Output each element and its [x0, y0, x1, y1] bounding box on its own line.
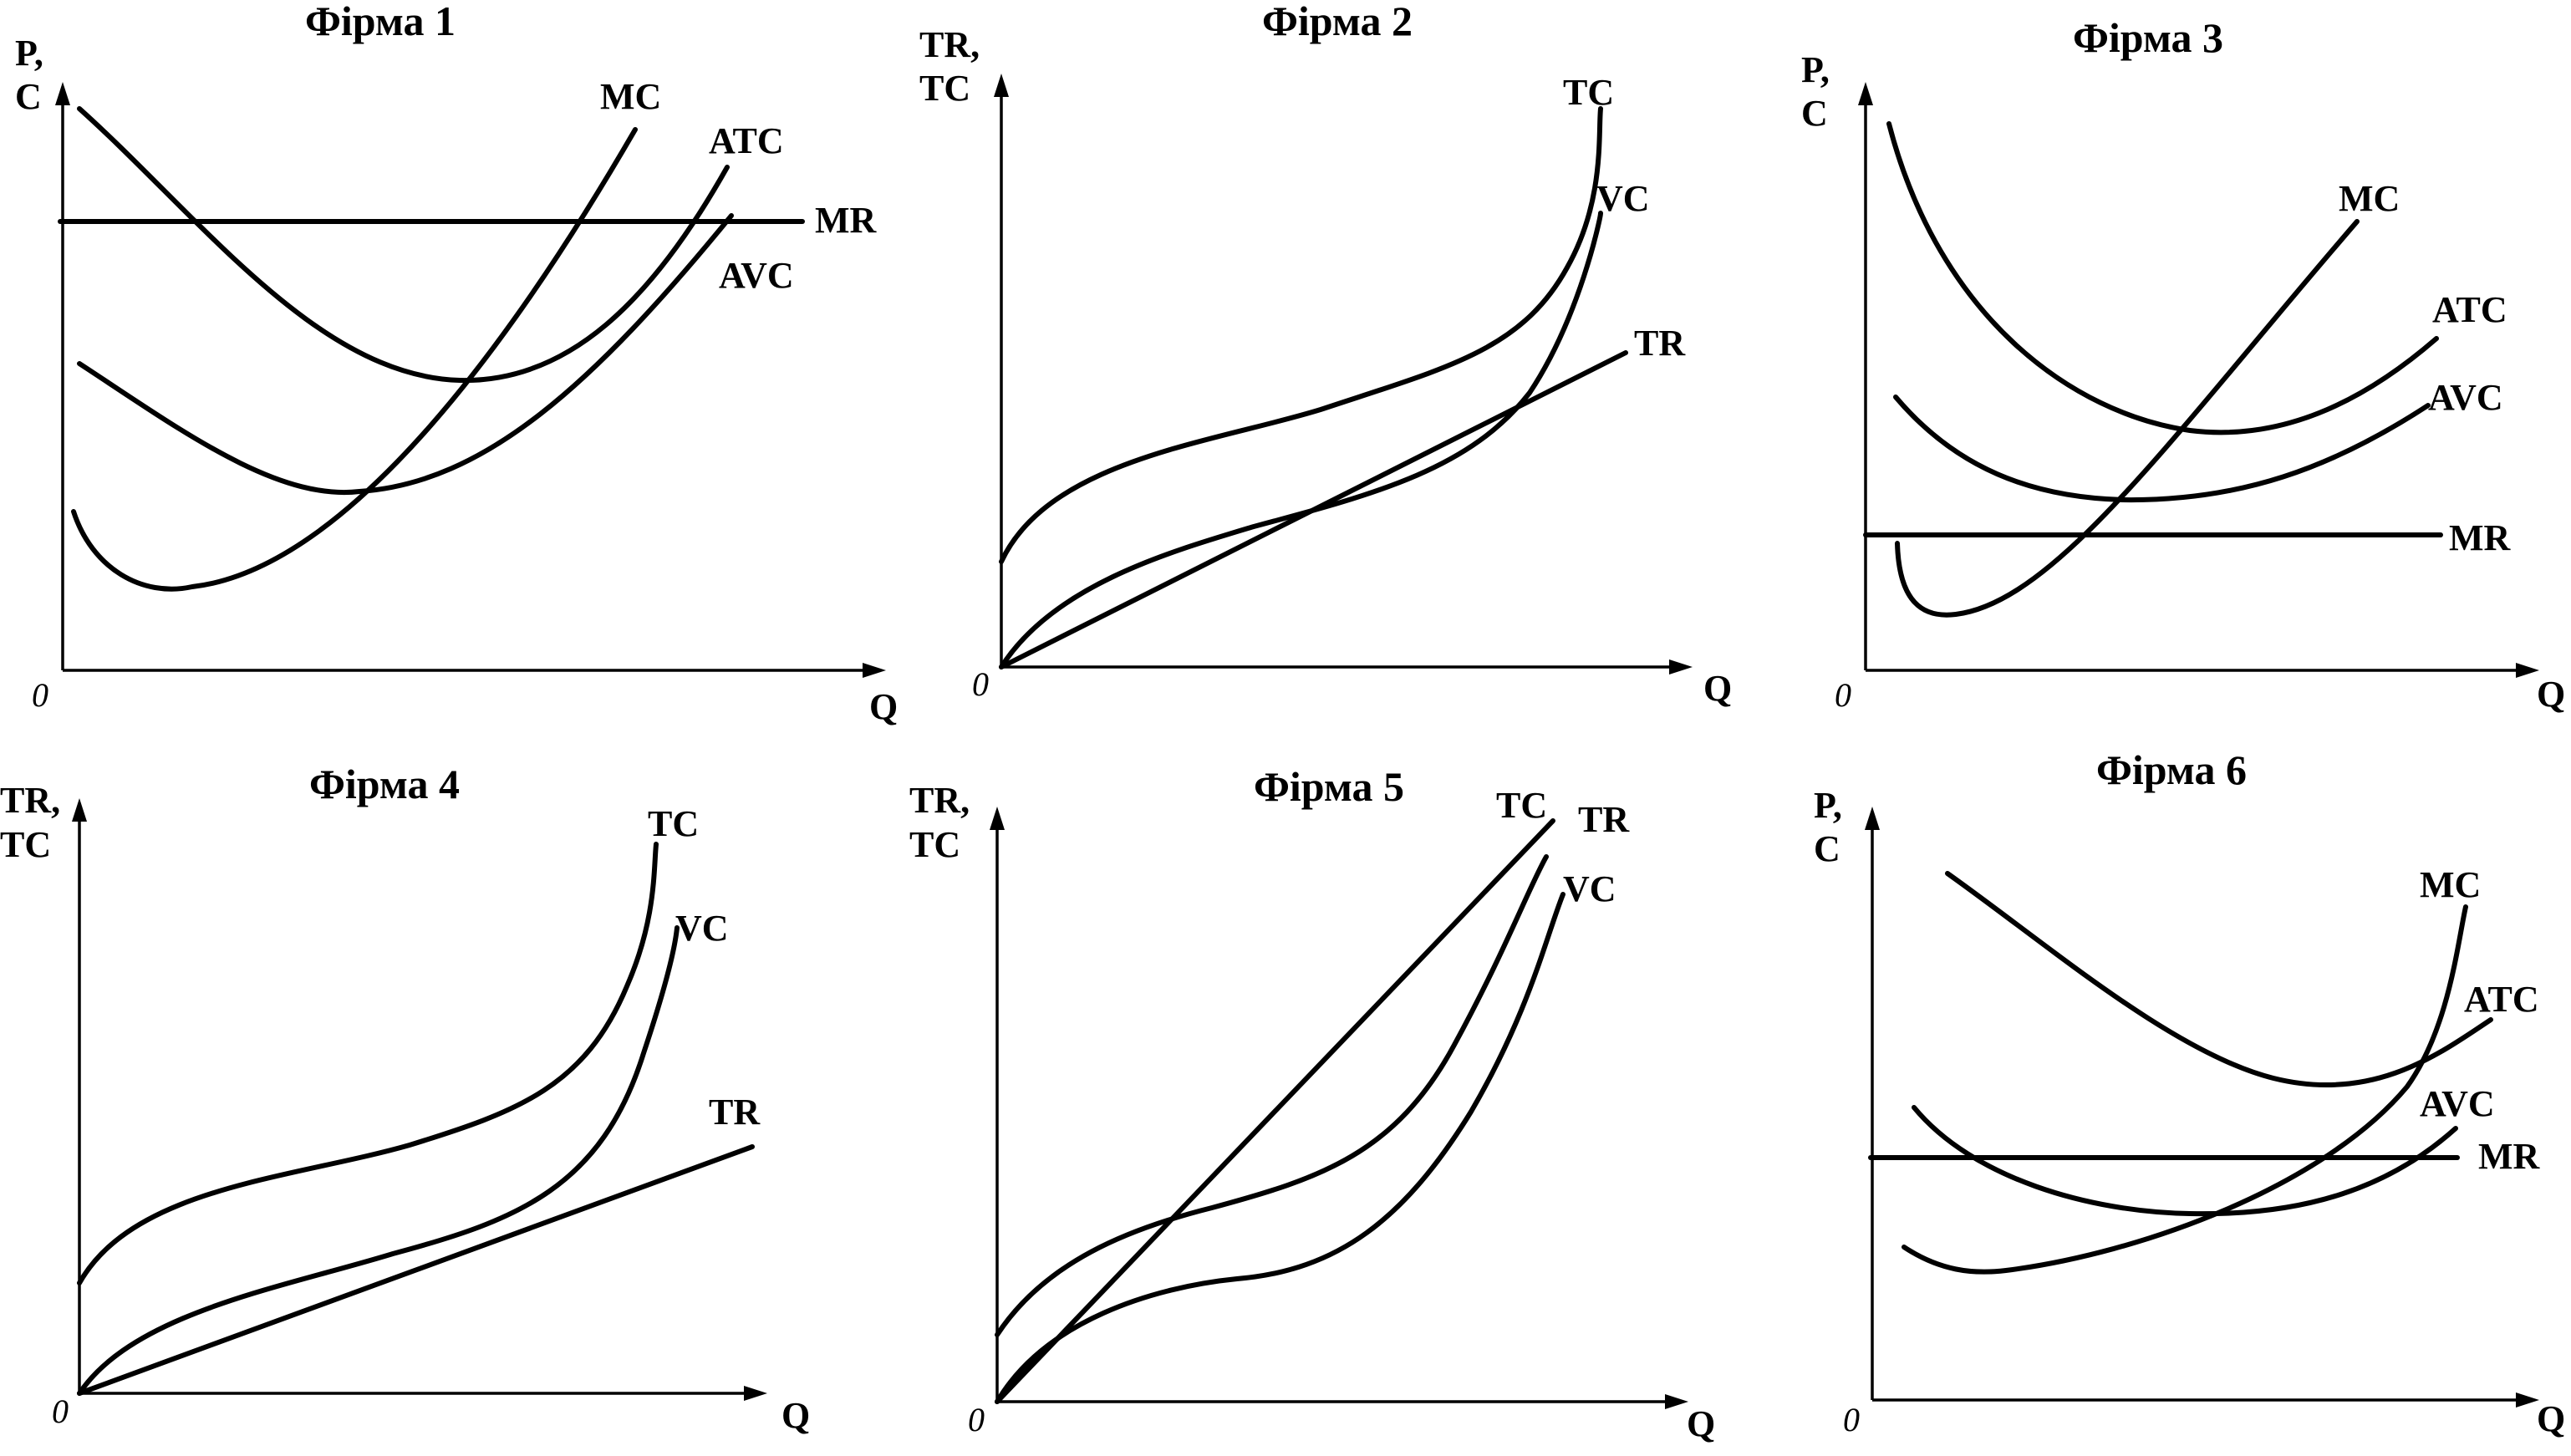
x-axis-label: Q — [1687, 1403, 1715, 1444]
panel-firm-4: Фірма 4 TR, TC 0 Q TC VC TR — [0, 761, 810, 1436]
tr-curve — [77, 1144, 755, 1396]
panel-firm-3: Фірма 3 P, C 0 Q MC ATC AVC MR — [1801, 14, 2565, 715]
y-axis-label-line2: C — [15, 76, 42, 117]
y-axis-label-line1: TR, — [909, 780, 970, 821]
atc-curve — [1945, 871, 2493, 1088]
y-axis-arrow — [1858, 82, 1873, 105]
x-axis-label: Q — [781, 1395, 810, 1436]
tr-label: TR — [1578, 799, 1630, 840]
origin-label: 0 — [1835, 676, 1851, 714]
mr-label: MR — [2449, 517, 2512, 558]
vc-label: VC — [675, 908, 729, 949]
tc-label: TC — [648, 803, 699, 844]
x-axis-label: Q — [1703, 668, 1732, 709]
panel-title: Фірма 5 — [1254, 763, 1404, 810]
origin-label: 0 — [972, 665, 989, 703]
y-axis-label-line1: TR, — [919, 24, 980, 65]
atc-curve — [1886, 121, 2439, 435]
mc-label: MC — [2339, 178, 2400, 219]
avc-curve — [77, 213, 734, 496]
origin-label: 0 — [52, 1392, 69, 1430]
x-axis-arrow — [744, 1386, 767, 1401]
vc-curve — [999, 211, 1603, 669]
atc-label: ATC — [2464, 979, 2539, 1020]
y-axis-arrow — [72, 798, 87, 822]
mc-curve — [1895, 219, 2360, 618]
avc-label: AVC — [719, 255, 794, 296]
tr-curve — [995, 818, 1555, 1404]
y-axis-arrow — [994, 74, 1009, 97]
y-axis-label-line2: C — [1814, 828, 1840, 869]
origin-label: 0 — [968, 1401, 985, 1438]
x-axis-arrow — [1669, 659, 1693, 675]
y-axis-label-line1: P, — [1814, 785, 1842, 826]
avc-curve — [1893, 395, 2431, 503]
x-axis-label: Q — [2537, 1398, 2565, 1439]
y-axis-label-line2: C — [1801, 93, 1828, 134]
tc-curve — [999, 106, 1603, 564]
y-axis-label-line2: TC — [919, 68, 970, 109]
vc-label: VC — [1596, 178, 1650, 219]
x-axis-arrow — [863, 663, 886, 678]
mr-label: MR — [2478, 1136, 2541, 1177]
panel-title: Фірма 1 — [305, 0, 456, 44]
vc-curve — [995, 892, 1566, 1404]
x-axis-arrow — [1665, 1394, 1688, 1409]
x-axis-label: Q — [2537, 674, 2565, 715]
panel-firm-1: Фірма 1 P, C 0 Q MC ATC MR AVC — [15, 0, 898, 727]
panel-title: Фірма 3 — [2073, 14, 2223, 61]
avc-label: AVC — [2428, 377, 2503, 418]
y-axis-label-line1: TR, — [0, 780, 60, 821]
x-axis-arrow — [2516, 1392, 2539, 1408]
mr-label: MR — [815, 200, 878, 241]
mc-label: MC — [600, 76, 661, 117]
mc-curve — [71, 127, 638, 592]
tr-label: TR — [1634, 323, 1686, 364]
mc-curve — [1902, 904, 2468, 1275]
tc-curve — [77, 842, 659, 1285]
tc-label: TC — [1496, 785, 1547, 826]
panel-title: Фірма 2 — [1262, 0, 1413, 44]
tc-label: TC — [1563, 72, 1614, 113]
atc-label: ATC — [2432, 289, 2507, 330]
panel-firm-5: Фірма 5 TR, TC 0 Q TC TR VC — [909, 763, 1715, 1444]
panel-firm-6: Фірма 6 P, C 0 Q MC ATC AVC MR — [1814, 746, 2565, 1439]
vc-label: VC — [1563, 868, 1616, 909]
y-axis-label-line2: TC — [0, 824, 51, 865]
y-axis-arrow — [55, 82, 70, 105]
panel-title: Фірма 4 — [309, 761, 460, 807]
y-axis-label-line2: TC — [909, 824, 960, 865]
mc-label: MC — [2420, 864, 2481, 905]
x-axis-label: Q — [869, 686, 898, 727]
origin-label: 0 — [32, 676, 48, 714]
atc-curve — [77, 106, 730, 384]
x-axis-arrow — [2516, 663, 2539, 678]
atc-label: ATC — [709, 120, 784, 161]
tr-label: TR — [709, 1092, 761, 1133]
y-axis-label-line1: P, — [15, 33, 43, 74]
y-axis-arrow — [990, 807, 1005, 830]
origin-label: 0 — [1843, 1401, 1860, 1438]
avc-label: AVC — [2420, 1083, 2495, 1124]
y-axis-arrow — [1865, 807, 1880, 830]
tc-curve — [995, 854, 1549, 1337]
avc-curve — [1912, 1105, 2458, 1217]
vc-curve — [77, 925, 680, 1396]
panel-title: Фірма 6 — [2096, 746, 2247, 793]
panel-firm-2: Фірма 2 TR, TC 0 Q TC VC TR — [919, 0, 1732, 709]
y-axis-label-line1: P, — [1801, 49, 1830, 90]
